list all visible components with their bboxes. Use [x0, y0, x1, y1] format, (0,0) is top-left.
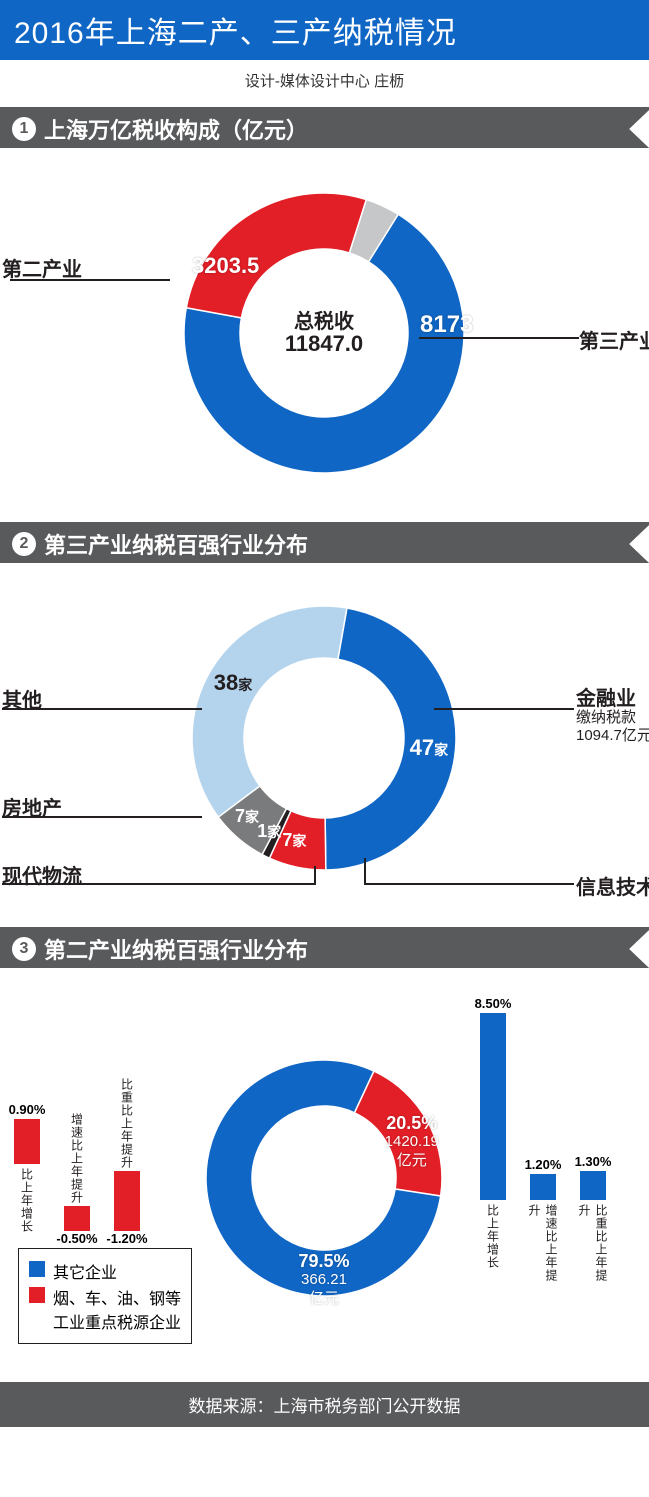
secondary-top100-donut: 20.5% 1420.19 亿元 79.5% 366.21 亿元 0.90% 比上年… [0, 988, 649, 1358]
bar-value: -1.20% [106, 1231, 147, 1246]
bar-rect [114, 1171, 140, 1231]
bar-label: 增速比上年提升 [69, 1113, 86, 1204]
center-title: 总税收 [264, 305, 384, 334]
section-2-num: 2 [12, 532, 36, 556]
label-realestate: 房地产 [2, 792, 62, 821]
label-finance-amt: 1094.7亿元 [576, 724, 649, 745]
main-title: 2016年上海二产、三产纳税情况 [0, 0, 649, 60]
bar-rect [580, 1171, 606, 1200]
tertiary-value: 8173 [420, 311, 473, 339]
section-2-title: 第三产业纳税百强行业分布 [44, 528, 308, 560]
label-it: 信息技术 [576, 871, 649, 900]
slice-value: 38家 [214, 670, 252, 696]
chevron-icon [589, 110, 649, 148]
slice-blue-val: 366.21 [284, 1271, 364, 1288]
bar-value: 8.50% [475, 996, 512, 1011]
bar-label: 比上年增长 [19, 1168, 36, 1248]
bar-label: 比上年增长 [485, 1204, 502, 1284]
bar-rect [530, 1174, 556, 1200]
subtitle: 设计-媒体设计中心 庄枥 [0, 60, 649, 110]
slice-red-unit: 亿元 [372, 1149, 452, 1170]
chevron-icon [589, 525, 649, 563]
bar-item: 1.20% 增速比上年提升 [522, 991, 564, 1284]
tertiary-top100-donut: 47家7家1家7家38家 金融业 缴纳税款 1094.7亿元 信息技术 现代物流… [0, 583, 649, 903]
bar-item: 增速比上年提升 -0.50% [56, 1007, 98, 1248]
data-source-footer: 数据来源：上海市税务部门公开数据 [0, 1382, 649, 1427]
bar-rect [14, 1119, 40, 1164]
tertiary-label: 第三产业 [579, 325, 649, 354]
section-3: 3 第二产业纳税百强行业分布 20.5% 1420.19 亿元 79.5% 366… [0, 930, 649, 1382]
chevron-icon [589, 930, 649, 968]
slice-value: 47家 [410, 735, 448, 761]
bar-rect [480, 1013, 506, 1200]
legend: 其它企业 烟、车、油、钢等 工业重点税源企业 [18, 1248, 192, 1344]
bars-left: 0.90% 比上年增长 增速比上年提升 -0.50% 比重比上年提升 -1.20… [6, 1018, 148, 1248]
bar-item: 比重比上年提升 -1.20% [106, 972, 148, 1248]
slice-red-pct: 20.5% [372, 1113, 452, 1134]
legend-swatch [29, 1261, 45, 1277]
slice-value: 7家 [282, 830, 306, 851]
section-3-header: 3 第二产业纳税百强行业分布 [0, 930, 649, 968]
label-other: 其他 [2, 684, 42, 713]
bar-label: 比重比上年提升 [119, 1078, 136, 1169]
legend-text: 烟、车、油、钢等 工业重点税源企业 [53, 1285, 181, 1333]
bar-item: 1.30% 比重比上年提升 [572, 991, 614, 1284]
bar-item: 8.50% 比上年增长 [472, 991, 514, 1284]
secondary-label: 第二产业 [2, 253, 82, 282]
bar-label: 比重比上年提升 [576, 1204, 610, 1284]
section-1-header: 1 上海万亿税收构成（亿元） [0, 110, 649, 148]
center-value: 11847.0 [264, 331, 384, 357]
bar-value: 0.90% [9, 1102, 46, 1117]
slice-blue-pct: 79.5% [284, 1251, 364, 1272]
secondary-value: 3203.5 [192, 253, 259, 279]
bar-value: -0.50% [56, 1231, 97, 1246]
bar-value: 1.20% [525, 1157, 562, 1172]
bar-rect [64, 1206, 90, 1231]
section-2: 2 第三产业纳税百强行业分布 47家7家1家7家38家 金融业 缴纳税款 109… [0, 525, 649, 927]
section-3-title: 第二产业纳税百强行业分布 [44, 933, 308, 965]
bars-right: 8.50% 比上年增长 1.20% 增速比上年提升 1.30% 比重比上年提升 [472, 994, 614, 1284]
bar-label: 增速比上年提升 [526, 1204, 560, 1284]
slice-red-val: 1420.19 [372, 1133, 452, 1150]
legend-text: 其它企业 [53, 1259, 117, 1283]
section-1-num: 1 [12, 117, 36, 141]
legend-swatch [29, 1287, 45, 1303]
section-1-title: 上海万亿税收构成（亿元） [44, 113, 308, 145]
bar-item: 0.90% 比上年增长 [6, 1025, 48, 1248]
slice-value: 1家 [257, 821, 281, 842]
slice-blue-unit: 亿元 [284, 1287, 364, 1308]
tax-composition-donut: 总税收 11847.0 第三产业 8173 第二产业 3203.5 [0, 168, 649, 498]
slice-value: 7家 [235, 806, 259, 827]
bar-value: 1.30% [575, 1154, 612, 1169]
section-1: 1 上海万亿税收构成（亿元） 总税收 11847.0 第三产业 8173 第二产… [0, 110, 649, 522]
section-3-num: 3 [12, 937, 36, 961]
section-2-header: 2 第三产业纳税百强行业分布 [0, 525, 649, 563]
label-logistics: 现代物流 [2, 860, 82, 889]
